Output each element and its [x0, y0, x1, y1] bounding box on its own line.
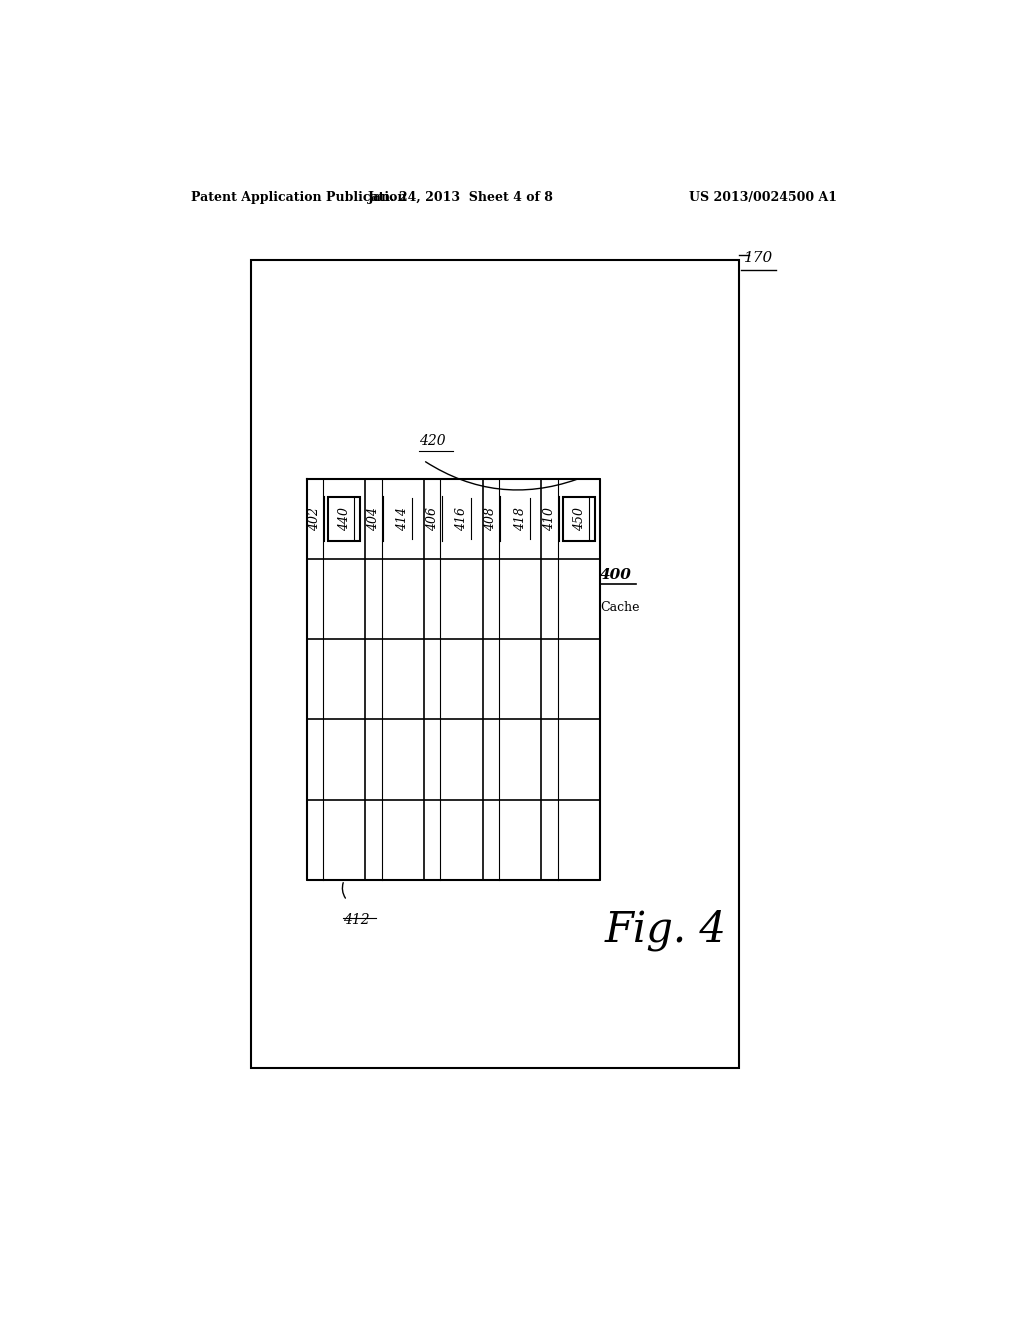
Text: 418: 418 [514, 507, 526, 531]
Text: 440: 440 [338, 507, 350, 531]
Text: 170: 170 [744, 251, 773, 265]
Bar [251, 260, 739, 1068]
Text: 408: 408 [484, 507, 498, 531]
Text: 404: 404 [367, 507, 380, 531]
Text: Patent Application Publication: Patent Application Publication [191, 190, 407, 203]
Text: 402: 402 [308, 507, 322, 531]
Text: 412: 412 [343, 912, 370, 927]
Text: 450: 450 [572, 507, 586, 531]
Text: 410: 410 [543, 507, 556, 531]
Text: Cache: Cache [600, 601, 640, 614]
Text: 414: 414 [396, 507, 410, 531]
Text: 416: 416 [455, 507, 468, 531]
Text: US 2013/0024500 A1: US 2013/0024500 A1 [689, 190, 837, 203]
Text: 400: 400 [600, 568, 632, 582]
Bar [329, 496, 360, 541]
Text: Fig. 4: Fig. 4 [604, 909, 726, 952]
Text: 406: 406 [426, 507, 438, 531]
Text: 420: 420 [419, 434, 445, 447]
Bar [563, 496, 595, 541]
Text: Jan. 24, 2013  Sheet 4 of 8: Jan. 24, 2013 Sheet 4 of 8 [369, 190, 554, 203]
